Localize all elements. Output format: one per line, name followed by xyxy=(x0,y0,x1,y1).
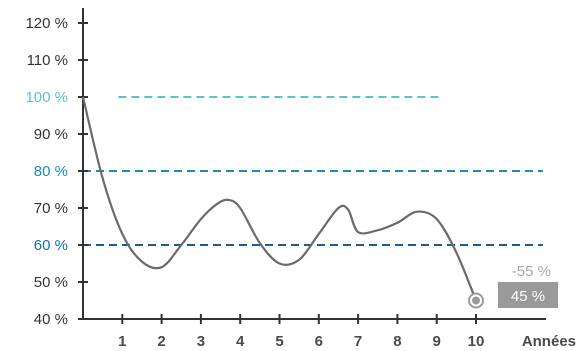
data-point xyxy=(318,233,320,235)
x-tick-label: 9 xyxy=(433,333,441,350)
y-tick-label: 120 % xyxy=(25,15,68,32)
x-axis-title: Années xyxy=(522,333,576,350)
series-line-0 xyxy=(81,96,478,301)
data-point xyxy=(200,218,202,220)
x-tick-label: 6 xyxy=(315,333,323,350)
data-point xyxy=(416,211,418,213)
data-point xyxy=(121,233,123,235)
change-annotation: -55 % xyxy=(512,263,551,280)
y-tick-label: 70 % xyxy=(34,200,68,217)
data-point xyxy=(347,209,349,211)
x-tick-label: 5 xyxy=(275,333,283,350)
y-tick-label: 40 % xyxy=(34,311,68,328)
data-point xyxy=(82,96,84,98)
x-tick-label: 4 xyxy=(236,333,245,350)
final-value-label: 45 % xyxy=(511,288,545,305)
y-tick-label: 110 % xyxy=(27,52,68,69)
data-point xyxy=(278,262,280,264)
data-point xyxy=(239,207,241,209)
y-tick-label: 80 % xyxy=(34,163,68,180)
data-point xyxy=(377,229,379,231)
y-tick-label: 90 % xyxy=(34,126,68,143)
y-axis-ticks: 40 % 50 % 60 % 70 % 80 % 90 % 100 % 110 % 120 % xyxy=(25,15,88,328)
data-point xyxy=(101,177,103,179)
annotations: -55 % 45 % xyxy=(498,263,558,308)
x-axis-ticks: 1 2 3 4 5 6 7 8 9 10 xyxy=(118,314,484,350)
data-point xyxy=(396,222,398,224)
x-tick-label: 7 xyxy=(354,333,362,350)
data-point xyxy=(298,259,300,261)
data-point xyxy=(160,266,162,268)
end-marker-dot xyxy=(472,296,480,305)
data-point xyxy=(357,231,359,233)
y-tick-label: 50 % xyxy=(34,274,68,291)
data-point xyxy=(436,218,438,220)
x-tick-label: 10 xyxy=(468,333,485,350)
data-point xyxy=(141,260,143,262)
data-point xyxy=(337,207,339,209)
data-point xyxy=(180,244,182,246)
axes xyxy=(82,8,546,320)
data-point xyxy=(455,251,457,253)
x-tick-label: 8 xyxy=(393,333,401,350)
data-point xyxy=(227,199,229,201)
y-tick-label: 60 % xyxy=(34,237,68,254)
x-tick-label: 2 xyxy=(157,333,165,350)
y-tick-label: 100 % xyxy=(25,89,68,106)
final-value-badge xyxy=(498,282,558,308)
x-tick-label: 3 xyxy=(197,333,205,350)
data-point xyxy=(215,203,217,205)
x-tick-label: 1 xyxy=(118,333,126,350)
series-group xyxy=(81,96,484,309)
reference-lines xyxy=(83,96,543,246)
data-point xyxy=(259,242,261,244)
